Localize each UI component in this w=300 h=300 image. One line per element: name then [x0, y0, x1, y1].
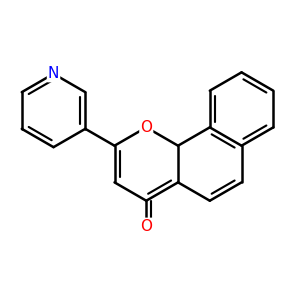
Text: N: N: [48, 66, 59, 81]
Text: O: O: [140, 219, 152, 234]
Text: O: O: [140, 120, 152, 135]
